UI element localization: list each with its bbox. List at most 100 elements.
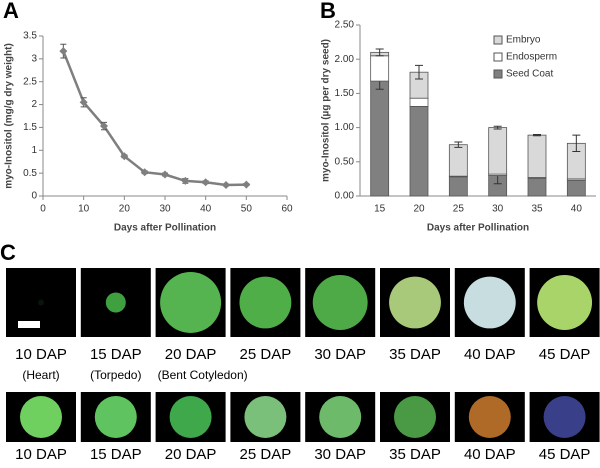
point — [161, 170, 169, 179]
bar-segment — [448, 144, 468, 177]
x-axis-label: Days after Pollination — [114, 223, 216, 234]
seed — [94, 396, 137, 438]
seed — [312, 275, 368, 330]
seed — [244, 396, 287, 438]
point — [140, 168, 149, 177]
seed — [394, 396, 436, 438]
point — [222, 181, 230, 190]
error-bar — [493, 125, 502, 130]
x-tick-label: 50 — [241, 204, 253, 215]
bar-segment — [370, 80, 390, 197]
bar-segment — [448, 176, 468, 197]
point — [79, 98, 88, 107]
error-bar — [454, 141, 463, 148]
caption: 40 DAP — [464, 346, 516, 363]
y-tick-label: 3.5 — [23, 31, 37, 42]
seed — [537, 275, 593, 330]
x-axis-label: Days after Pollination — [427, 223, 529, 234]
point — [201, 178, 210, 187]
x-tick-label: 20 — [413, 204, 425, 215]
legend-swatch — [493, 52, 503, 62]
panel-label: B — [320, 0, 336, 23]
bar-segment — [527, 134, 547, 178]
y-axis-label: myo-Inositol (µg per dry seed) — [321, 39, 332, 182]
bar-segment — [409, 97, 429, 107]
point — [100, 122, 108, 131]
caption: 10 DAP — [15, 346, 67, 363]
bar-segment — [566, 179, 586, 197]
error-bar — [533, 133, 541, 137]
x-tick-label: 35 — [531, 204, 543, 215]
y-tick-label: 1 — [31, 145, 37, 156]
seed — [160, 272, 222, 333]
y-tick-label: 1.50 — [335, 88, 355, 99]
seed — [468, 396, 511, 438]
seed — [543, 396, 586, 438]
y-tick-label: 2.50 — [335, 20, 355, 31]
error-bar — [572, 134, 581, 153]
y-tick-label: 2 — [31, 99, 37, 110]
caption: 20 DAP — [165, 446, 217, 463]
x-tick-label: 25 — [453, 204, 465, 215]
x-tick-label: 10 — [78, 204, 90, 215]
caption-stage: (Heart) — [22, 368, 59, 382]
caption: 45 DAP — [539, 446, 591, 463]
legend-label: Endosperm — [506, 52, 557, 63]
seed — [38, 299, 44, 306]
panel-label: C — [0, 240, 16, 265]
x-tick-label: 60 — [281, 204, 293, 215]
seed — [105, 292, 126, 313]
bar-segment — [527, 177, 547, 197]
caption-stage: (Bent Cotyledon) — [158, 368, 248, 382]
y-tick-label: 1.00 — [335, 122, 355, 133]
caption: 45 DAP — [539, 346, 591, 363]
caption: 15 DAP — [90, 446, 142, 463]
legend-swatch — [493, 69, 503, 79]
caption-stage: (Torpedo) — [90, 368, 141, 382]
point — [242, 180, 251, 189]
point — [59, 47, 68, 56]
scale-bar — [18, 321, 40, 328]
x-tick-label: 40 — [571, 204, 583, 215]
seed — [239, 276, 292, 329]
caption: 25 DAP — [240, 446, 292, 463]
y-tick-label: 0 — [31, 191, 37, 202]
panel-label: A — [3, 0, 19, 23]
y-tick-label: 3 — [31, 53, 37, 64]
bar-segment — [488, 127, 508, 175]
y-tick-label: 0.00 — [335, 191, 355, 202]
y-tick-label: 0.50 — [335, 156, 355, 167]
bar-segment — [370, 55, 390, 82]
seed — [463, 276, 516, 329]
y-tick-label: 2.00 — [335, 54, 355, 65]
caption: 30 DAP — [314, 346, 366, 363]
legend-swatch — [493, 35, 503, 45]
legend-label: Seed Coat — [506, 69, 553, 80]
x-tick-label: 30 — [492, 204, 504, 215]
caption: 15 DAP — [90, 346, 142, 363]
x-tick-label: 40 — [200, 204, 212, 215]
seed — [389, 276, 441, 329]
seed — [319, 396, 362, 438]
y-tick-label: 1.5 — [23, 122, 37, 133]
x-tick-label: 30 — [159, 204, 171, 215]
legend-label: Embryo — [506, 35, 541, 46]
caption: 10 DAP — [15, 446, 67, 463]
caption: 20 DAP — [165, 346, 217, 363]
x-tick-label: 15 — [374, 204, 386, 215]
caption: 35 DAP — [389, 446, 441, 463]
seed — [169, 396, 212, 438]
line — [62, 50, 247, 187]
error-bar — [375, 48, 384, 57]
y-tick-label: 0.5 — [23, 168, 37, 179]
point — [120, 152, 129, 161]
point — [181, 176, 190, 185]
seed — [20, 396, 62, 438]
x-tick-label: 0 — [40, 204, 46, 215]
x-tick-label: 20 — [119, 204, 131, 215]
caption: 30 DAP — [314, 446, 366, 463]
y-tick-label: 2.5 — [23, 76, 37, 87]
caption: 25 DAP — [240, 346, 292, 363]
caption: 35 DAP — [389, 346, 441, 363]
